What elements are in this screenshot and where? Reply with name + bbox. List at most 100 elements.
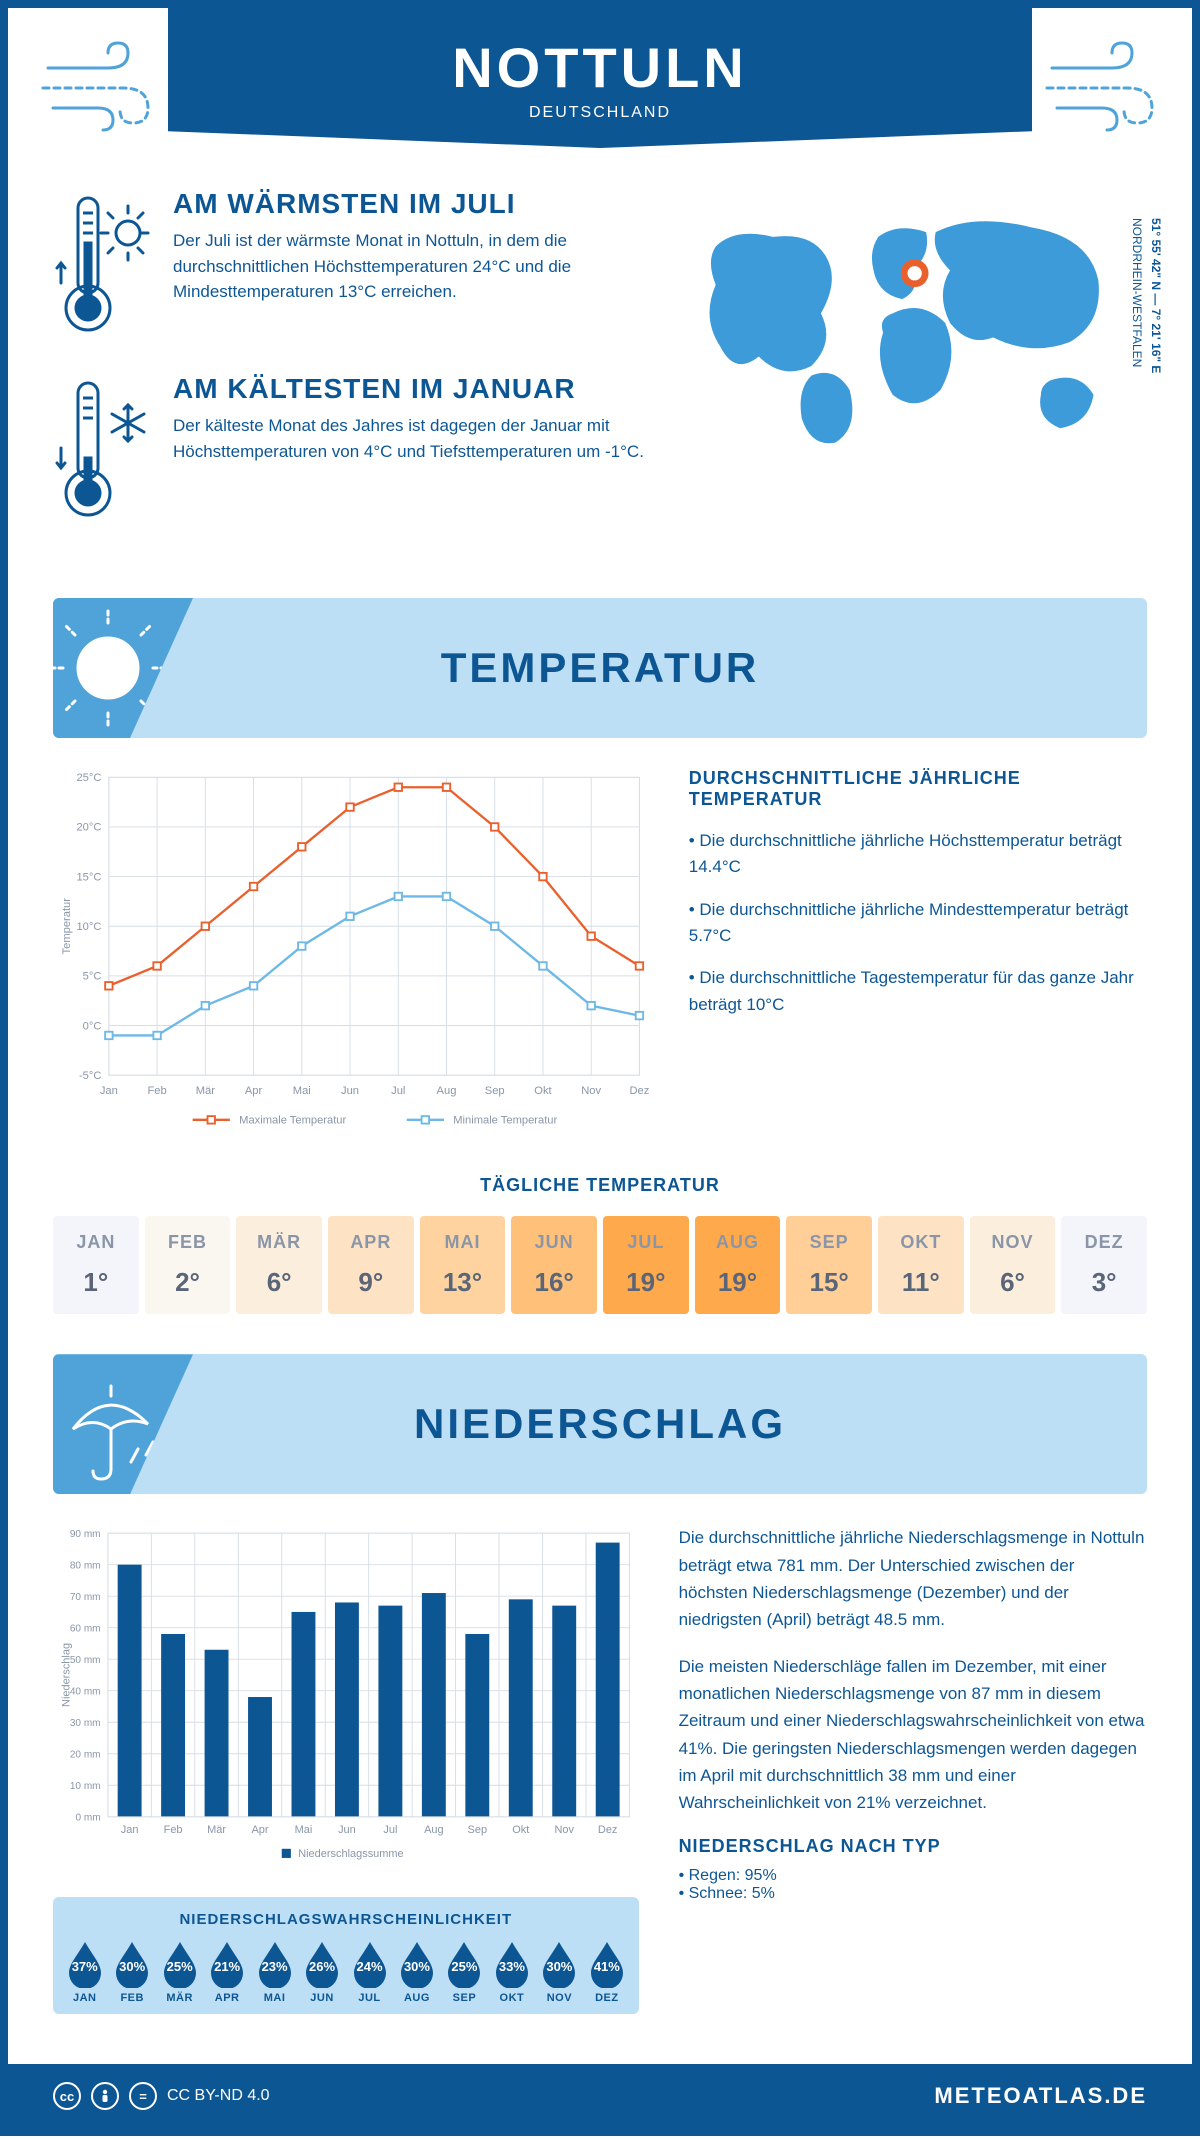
drop-icon: 30% [397,1940,437,1988]
svg-text:Minimale Temperatur: Minimale Temperatur [453,1115,557,1127]
daily-temp-cell: JUN16° [511,1216,597,1314]
svg-text:15°C: 15°C [76,871,101,883]
precipitation-summary: Die durchschnittliche jährliche Niedersc… [679,1524,1147,2014]
probability-cell: 37%JAN [63,1940,106,2004]
page-subtitle: DEUTSCHLAND [529,104,671,122]
wind-deco-left [38,38,158,138]
svg-text:Mai: Mai [295,1825,313,1837]
site-name: METEOATLAS.DE [934,2083,1147,2109]
svg-text:25°C: 25°C [76,772,101,784]
svg-text:5°C: 5°C [83,971,102,983]
daily-temp-cell: NOV6° [970,1216,1056,1314]
probability-cell: 25%SEP [443,1940,486,2004]
thermometer-snow-icon [53,373,153,528]
svg-text:50 mm: 50 mm [70,1655,101,1666]
probability-cell: 30%NOV [538,1940,581,2004]
svg-text:Jul: Jul [383,1825,397,1837]
world-map: 51° 55' 42" N — 7° 21' 16" E NORDRHEIN-W… [687,188,1147,558]
daily-temperature-table: TÄGLICHE TEMPERATUR JAN1°FEB2°MÄR6°APR9°… [8,1165,1192,1344]
svg-text:Maximale Temperatur: Maximale Temperatur [239,1115,346,1127]
drop-icon: 25% [160,1940,200,1988]
daily-temp-cell: FEB2° [145,1216,231,1314]
svg-text:70 mm: 70 mm [70,1592,101,1603]
daily-temp-cell: OKT11° [878,1216,964,1314]
svg-text:Jan: Jan [100,1085,118,1097]
svg-text:Apr: Apr [245,1085,263,1097]
fact-warm-title: AM WÄRMSTEN IM JULI [173,188,657,220]
svg-text:Jul: Jul [391,1085,405,1097]
drop-icon: 25% [444,1940,484,1988]
infographic-page: NOTTULN DEUTSCHLAND AM WÄRMSTEN IM JULI [0,0,1200,2136]
svg-text:Sep: Sep [468,1825,488,1837]
probability-cell: 21%APR [205,1940,248,2004]
svg-text:0 mm: 0 mm [75,1813,100,1824]
probability-cell: 23%MAI [253,1940,296,2004]
probability-cell: 41%DEZ [585,1940,628,2004]
page-title: NOTTULN [452,35,748,100]
svg-text:Okt: Okt [512,1825,529,1837]
thermometer-sun-icon [53,188,153,343]
drop-icon: 21% [207,1940,247,1988]
probability-cell: 33%OKT [490,1940,533,2004]
svg-text:Mär: Mär [207,1825,226,1837]
drop-icon: 30% [539,1940,579,1988]
svg-text:Okt: Okt [534,1085,552,1097]
daily-temp-cell: AUG19° [695,1216,781,1314]
temperature-summary: DURCHSCHNITTLICHE JÄHRLICHE TEMPERATUR •… [689,768,1147,1145]
probability-cell: 30%AUG [395,1940,438,2004]
svg-text:Jun: Jun [338,1825,356,1837]
daily-temp-cell: MAI13° [420,1216,506,1314]
svg-text:Aug: Aug [424,1825,444,1837]
svg-text:Dez: Dez [629,1085,648,1097]
svg-text:Nov: Nov [554,1825,574,1837]
fact-cold: AM KÄLTESTEN IM JANUAR Der kälteste Mona… [53,373,657,528]
svg-text:Apr: Apr [251,1825,268,1837]
svg-text:0°C: 0°C [83,1020,102,1032]
drop-icon: 23% [255,1940,295,1988]
temperature-line-chart: -5°C0°C5°C10°C15°C20°C25°CJanFebMärAprMa… [53,768,649,1145]
section-temperature-banner: TEMPERATUR [53,598,1147,738]
svg-text:Feb: Feb [164,1825,183,1837]
fact-warm-text: Der Juli ist der wärmste Monat in Nottul… [173,228,657,305]
svg-text:90 mm: 90 mm [70,1529,101,1540]
daily-temp-cell: JUL19° [603,1216,689,1314]
svg-text:Dez: Dez [598,1825,618,1837]
svg-text:30 mm: 30 mm [70,1718,101,1729]
svg-text:40 mm: 40 mm [70,1687,101,1698]
svg-text:Jun: Jun [341,1085,359,1097]
by-icon [91,2082,119,2110]
daily-temp-cell: JAN1° [53,1216,139,1314]
svg-text:-5°C: -5°C [79,1070,101,1082]
drop-icon: 37% [65,1940,105,1988]
probability-cell: 30%FEB [110,1940,153,2004]
cc-icon: cc [53,2082,81,2110]
svg-text:Niederschlag: Niederschlag [60,1643,72,1707]
drop-icon: 33% [492,1940,532,1988]
svg-text:10 mm: 10 mm [70,1781,101,1792]
fact-cold-text: Der kälteste Monat des Jahres ist dagege… [173,413,657,464]
svg-text:Aug: Aug [437,1085,457,1097]
drop-icon: 24% [350,1940,390,1988]
section-precipitation-title: NIEDERSCHLAG [414,1400,786,1448]
fact-warm: AM WÄRMSTEN IM JULI Der Juli ist der wär… [53,188,657,343]
section-precipitation-banner: NIEDERSCHLAG [53,1354,1147,1494]
footer: cc = CC BY-ND 4.0 METEOATLAS.DE [8,2064,1192,2128]
section-temperature-title: TEMPERATUR [441,644,760,692]
daily-temp-cell: DEZ3° [1061,1216,1147,1314]
intro-section: AM WÄRMSTEN IM JULI Der Juli ist der wär… [8,148,1192,588]
fact-cold-title: AM KÄLTESTEN IM JANUAR [173,373,657,405]
coordinates: 51° 55' 42" N — 7° 21' 16" E NORDRHEIN-W… [1127,218,1165,373]
wind-deco-right [1042,38,1162,138]
drop-icon: 26% [302,1940,342,1988]
svg-text:60 mm: 60 mm [70,1624,101,1635]
umbrella-icon [53,1354,193,1494]
svg-text:80 mm: 80 mm [70,1561,101,1572]
svg-text:Temperatur: Temperatur [61,898,73,955]
sun-icon [53,598,193,738]
svg-text:Jan: Jan [121,1825,139,1837]
svg-text:Nov: Nov [581,1085,601,1097]
daily-temp-cell: MÄR6° [236,1216,322,1314]
license-text: CC BY-ND 4.0 [167,2087,270,2105]
svg-text:Feb: Feb [147,1085,166,1097]
drop-icon: 41% [587,1940,627,1988]
